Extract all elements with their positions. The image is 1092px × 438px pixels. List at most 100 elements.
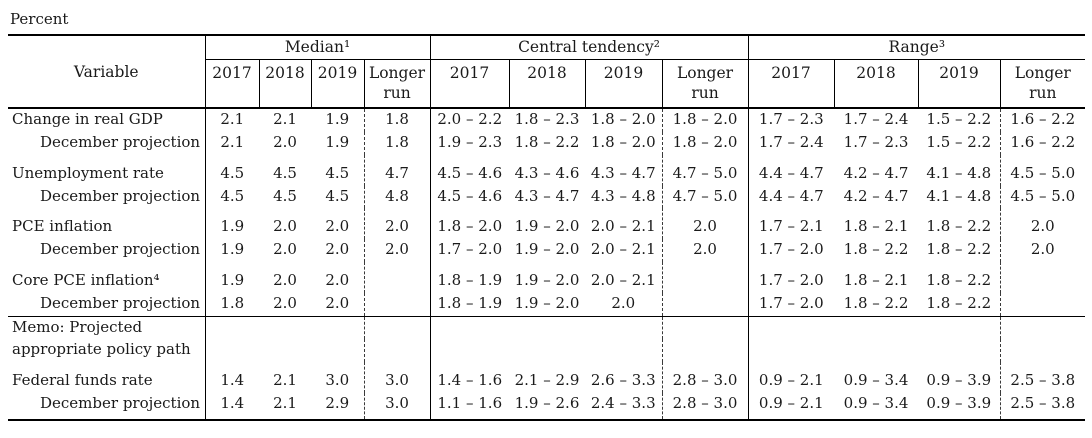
median-value-cell: 2.1 <box>273 110 297 129</box>
row-label: Memo: Projected <box>8 315 206 340</box>
row-label: Core PCE inflation⁴ <box>8 262 206 293</box>
central-value-cell: 1.9 – 2.0 <box>514 293 580 312</box>
median-value-cell <box>311 315 365 340</box>
median-value-cell: 2.0 <box>364 239 431 263</box>
range-value-cell: 1.7 – 2.0 <box>758 240 824 259</box>
median-value-cell: 3.0 <box>311 362 365 394</box>
table-row: Unemployment rate 4.5 4.5 4.5 4.7 4.5 – 4.6 4.… <box>8 154 1085 186</box>
range-value-cell: 0.9 – 3.9 <box>918 362 1001 394</box>
table-row: December projection 4.5 4.5 4.5 4.8 4.5 – 4.6… <box>8 185 1085 209</box>
median-value-cell <box>205 315 259 340</box>
median-value-cell <box>364 315 431 340</box>
range-value-cell: 1.7 – 2.3 <box>843 133 909 152</box>
median-value-cell <box>364 262 431 293</box>
central-value-cell: 2.0 <box>585 292 663 317</box>
range-value-cell: 4.2 – 4.7 <box>843 163 909 182</box>
median-value-cell: 4.5 <box>220 186 245 205</box>
table-body: Change in real GDP 2.1 2.1 1.9 1.8 2.0 – 2.2 1… <box>8 108 1086 420</box>
row-label: Change in real GDP <box>8 108 206 133</box>
central-value-cell <box>430 315 509 340</box>
central-value-cell <box>509 339 585 362</box>
central-value-cell <box>662 315 749 340</box>
median-value-cell: 1.4 <box>220 394 245 413</box>
median-year-2019-header: 2019 <box>311 59 365 110</box>
range-value-cell: 1.7 – 2.3 <box>758 110 824 129</box>
row-label: December projection <box>8 393 206 420</box>
row-label: December projection <box>8 132 206 155</box>
range-value-cell: 1.7 – 2.0 <box>758 271 824 290</box>
central-value-cell: 1.9 – 2.6 <box>514 394 580 413</box>
median-value-cell: 2.0 <box>364 208 431 240</box>
central-value-cell: 1.8 – 2.3 <box>514 110 580 129</box>
median-year-2017-header: 2017 <box>205 59 260 110</box>
median-value-cell: 2.9 <box>311 393 365 420</box>
median-value-cell: 4.5 <box>220 163 245 182</box>
economic-projections-table: Variable Median¹ Central tendency² Range… <box>8 34 1086 421</box>
central-value-cell: 1.9 – 2.3 <box>437 133 503 152</box>
central-value-cell: 2.8 – 3.0 <box>662 393 749 420</box>
central-value-cell: 1.1 – 1.6 <box>437 394 503 413</box>
median-value-cell: 2.0 <box>273 217 297 236</box>
range-value-cell: 2.0 <box>1030 217 1055 236</box>
range-value-cell: 1.8 – 2.2 <box>918 239 1001 263</box>
row-label: December projection <box>8 292 206 317</box>
median-value-cell: 2.1 <box>273 371 297 390</box>
median-value-cell: 2.0 <box>311 208 365 240</box>
median-value-cell <box>259 339 311 362</box>
central-value-cell: 4.3 – 4.8 <box>585 185 663 209</box>
range-value-cell: 4.1 – 4.8 <box>918 154 1001 186</box>
range-value-cell: 2.0 <box>1030 240 1055 259</box>
range-value-cell <box>748 339 834 362</box>
row-label: PCE inflation <box>8 208 206 240</box>
range-value-cell: 1.8 – 2.2 <box>843 293 909 312</box>
range-value-cell: 0.9 – 3.4 <box>843 394 909 413</box>
table-row: Federal funds rate 1.4 2.1 3.0 3.0 1.4 – 1.6 2… <box>8 362 1085 394</box>
range-value-cell <box>1000 262 1085 293</box>
median-value-cell: 2.0 <box>273 133 297 152</box>
central-value-cell <box>585 315 663 340</box>
median-value-cell: 1.9 <box>311 108 365 133</box>
range-value-cell: 1.8 – 2.2 <box>918 208 1001 240</box>
row-label: Unemployment rate <box>8 154 206 186</box>
central-value-cell <box>662 292 749 317</box>
median-value-cell: 4.5 <box>273 163 297 182</box>
range-value-cell <box>834 315 919 340</box>
central-value-cell: 1.8 – 2.0 <box>662 108 749 133</box>
central-value-cell <box>662 339 749 363</box>
central-value-cell <box>430 339 509 362</box>
central-value-cell: 4.5 – 4.6 <box>437 186 503 205</box>
median-value-cell: 2.1 <box>220 133 245 152</box>
sep-projections-page: Percent Variable Median¹ Central tendenc… <box>8 10 1086 421</box>
median-value-cell: 4.5 <box>311 154 365 186</box>
central-value-cell: 2.1 – 2.9 <box>514 371 580 390</box>
median-value-cell: 4.7 <box>364 154 431 186</box>
table-row: December projection 1.8 2.0 2.0 1.8 – 1.9 1.9… <box>8 292 1085 317</box>
central-value-cell: 1.9 – 2.0 <box>514 217 580 236</box>
median-value-cell: 3.0 <box>364 393 431 420</box>
table-row: December projection 1.9 2.0 2.0 2.0 1.7 – 2.0… <box>8 239 1085 263</box>
range-year-2017-header: 2017 <box>748 59 835 110</box>
table-row: December projection 2.1 2.0 1.9 1.8 1.9 – 2.3… <box>8 132 1085 155</box>
median-value-cell: 2.0 <box>273 271 297 290</box>
range-value-cell: 1.7 – 2.1 <box>758 217 824 236</box>
table-row: appropriate policy path <box>8 339 1085 363</box>
range-value-cell: 0.9 – 2.1 <box>758 371 824 390</box>
central-value-cell: 1.8 – 2.2 <box>514 133 580 152</box>
range-value-cell: 1.8 – 2.2 <box>843 240 909 259</box>
central-year-2018-header: 2018 <box>509 59 586 110</box>
central-value-cell: 1.7 – 2.0 <box>437 240 503 259</box>
central-value-cell <box>509 315 585 340</box>
central-value-cell: 2.0 – 2.1 <box>585 262 663 293</box>
table-row: Core PCE inflation⁴ 1.9 2.0 2.0 1.8 – 1.9 1.9… <box>8 262 1085 293</box>
range-value-cell: 4.4 – 4.7 <box>758 163 824 182</box>
row-label: December projection <box>8 185 206 209</box>
median-value-cell <box>364 339 431 363</box>
median-value-cell: 4.8 <box>364 185 431 209</box>
range-value-cell: 4.5 – 5.0 <box>1010 163 1076 182</box>
median-value-cell: 4.5 <box>273 186 297 205</box>
median-value-cell: 2.0 <box>311 292 365 317</box>
range-value-cell <box>918 315 1001 340</box>
median-value-cell: 2.0 <box>311 262 365 293</box>
range-year-2018-header: 2018 <box>834 59 919 110</box>
range-value-cell: 1.8 – 2.2 <box>918 262 1001 293</box>
